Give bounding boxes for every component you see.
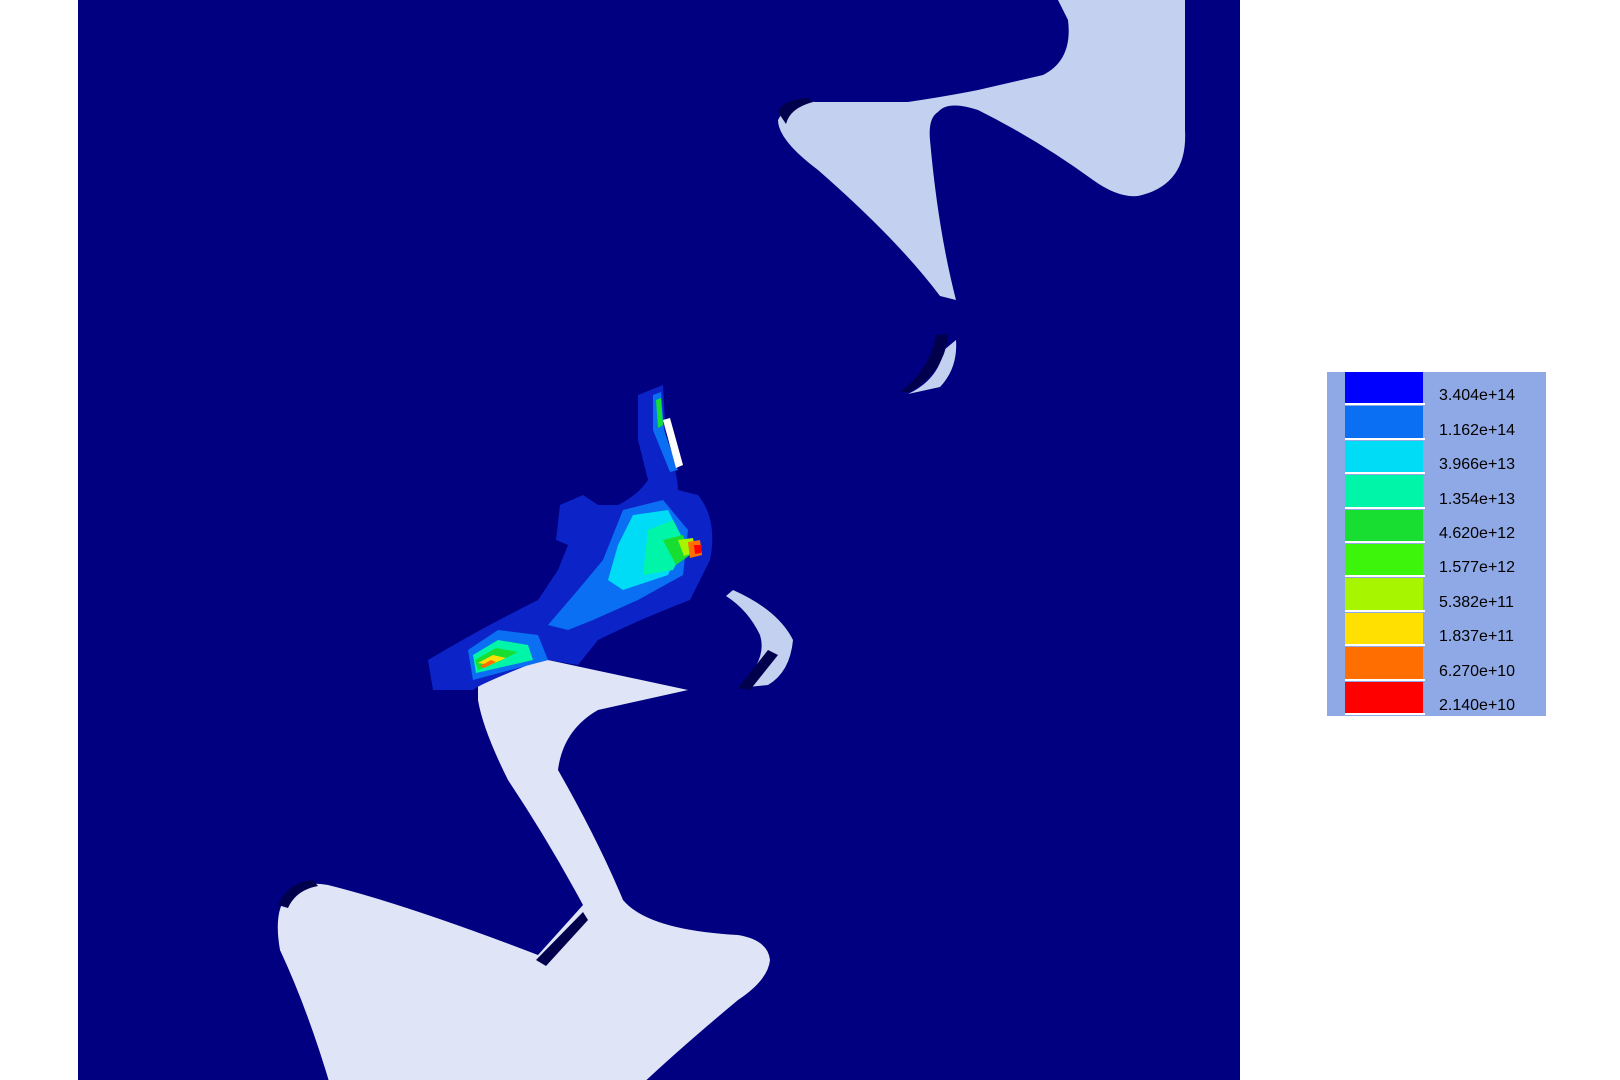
right-small-tooth-shadow xyxy=(738,650,778,690)
legend-swatch xyxy=(1345,475,1423,508)
legend-label: 1.837e+11 xyxy=(1439,628,1514,646)
lower-gear-tooth-edge-2 xyxy=(278,880,318,908)
legend-swatch xyxy=(1345,372,1423,405)
lower-gear-tooth-region xyxy=(277,654,770,1080)
crescent-tooth-tip xyxy=(908,340,957,394)
legend-row: 1.837e+11 xyxy=(1327,612,1546,647)
legend-label: 3.966e+13 xyxy=(1439,456,1516,474)
legend-label: 1.577e+12 xyxy=(1439,559,1516,577)
legend-swatch xyxy=(1345,544,1423,577)
legend-divider xyxy=(1345,472,1425,475)
legend-label: 4.620e+12 xyxy=(1439,524,1516,542)
upper-gear-tooth-region xyxy=(778,0,1186,300)
legend-swatch xyxy=(1345,440,1423,474)
legend-row: 6.270e+10 xyxy=(1327,647,1546,681)
legend-row: 1.354e+13 xyxy=(1327,475,1546,509)
legend-divider xyxy=(1345,437,1425,440)
color-legend: 3.404e+14 1.162e+14 3.966e+13 1.354e+13 4.62… xyxy=(1327,372,1546,716)
legend-row: 2.140e+10 xyxy=(1327,681,1546,716)
legend-swatch xyxy=(1345,647,1423,680)
legend-swatch xyxy=(1345,612,1423,646)
legend-divider xyxy=(1345,506,1425,509)
legend-label: 2.140e+10 xyxy=(1439,696,1516,714)
crescent-tooth-shadow xyxy=(900,334,948,392)
legend-divider xyxy=(1345,403,1425,406)
legend-divider xyxy=(1345,575,1425,578)
legend-divider xyxy=(1345,678,1425,681)
gear-mesh-plot xyxy=(78,0,1240,1080)
legend-row: 1.162e+14 xyxy=(1327,406,1546,440)
legend-label: 6.270e+10 xyxy=(1439,662,1516,680)
legend-row: 5.382e+11 xyxy=(1327,578,1546,612)
right-small-tooth xyxy=(726,590,793,688)
legend-label: 1.354e+13 xyxy=(1439,490,1516,508)
legend-divider xyxy=(1345,644,1425,647)
legend-swatch xyxy=(1345,406,1423,439)
legend-swatch xyxy=(1345,578,1423,611)
stress-contour-region xyxy=(428,385,713,690)
legend-swatch xyxy=(1345,509,1423,542)
legend-divider xyxy=(1345,609,1425,612)
legend-row: 3.404e+14 xyxy=(1327,372,1546,406)
legend-row: 1.577e+12 xyxy=(1327,544,1546,578)
lower-gear-tooth-edge-1 xyxy=(536,912,588,966)
legend-divider xyxy=(1345,540,1425,543)
legend-label: 3.404e+14 xyxy=(1439,387,1516,405)
legend-row: 4.620e+12 xyxy=(1327,509,1546,544)
upper-gear-tooth-edge xyxy=(778,98,813,124)
legend-label: 5.382e+11 xyxy=(1439,593,1514,611)
legend-swatch xyxy=(1345,681,1423,714)
legend-divider xyxy=(1345,712,1425,715)
legend-label: 1.162e+14 xyxy=(1439,421,1516,439)
legend-row: 3.966e+13 xyxy=(1327,440,1546,475)
stress-contour-viewport[interactable] xyxy=(78,0,1240,1080)
